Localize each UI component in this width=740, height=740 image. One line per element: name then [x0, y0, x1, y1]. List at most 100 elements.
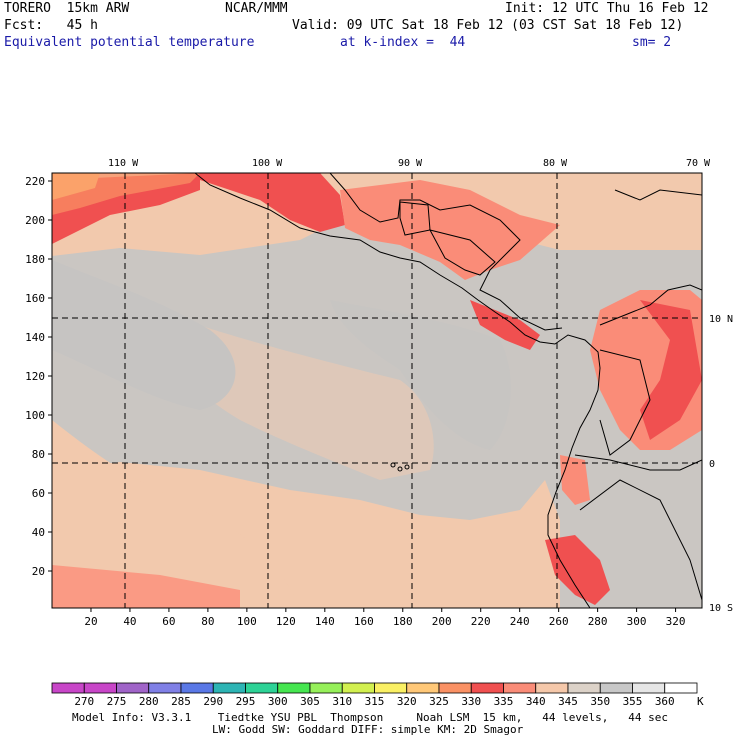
colombia-coastline [599, 284, 702, 326]
lon-label: 80 W [543, 158, 568, 169]
colorbar-label: 290 [203, 695, 223, 708]
lat-label: 10 S [709, 603, 733, 614]
field-red-costa-rica [470, 300, 540, 350]
physics-info: LW: Godd SW: Goddard DIFF: simple KM: 2D… [212, 723, 524, 736]
colorbar-label: 300 [268, 695, 288, 708]
x-tick-label: 100 [237, 615, 257, 628]
y-tick-label: 140 [25, 331, 45, 344]
colorbar-label: 270 [74, 695, 94, 708]
colorbar-swatch [309, 682, 343, 694]
field-grey-east [330, 300, 511, 450]
x-tick-label: 140 [315, 615, 335, 628]
colorbar-swatch [83, 682, 117, 694]
lon-label: 100 W [252, 158, 283, 169]
colorbar-swatch [51, 682, 85, 694]
colorbar-label: 340 [526, 695, 546, 708]
x-tick-label: 160 [354, 615, 374, 628]
x-tick-label: 20 [84, 615, 97, 628]
field-tan-southwest [52, 420, 300, 608]
x-tick-label: 280 [588, 615, 608, 628]
x-tick-label: 220 [471, 615, 491, 628]
y-tick-label: 220 [25, 175, 45, 188]
valid-time: Valid: 09 UTC Sat 18 Feb 12 (03 CST Sat … [292, 18, 684, 33]
colorbar-label: 295 [236, 695, 256, 708]
lat-label: 10 N [709, 314, 733, 325]
y-tick-label: 20 [32, 565, 45, 578]
field-red-colombia [640, 300, 702, 440]
model-info: Model Info: V3.3.1 Tiedtke YSU PBL Thomp… [72, 711, 669, 724]
forecast-hour: Fcst: 45 h [4, 18, 98, 33]
colorbar-label: 330 [461, 695, 481, 708]
pacific-coastline [194, 173, 601, 608]
lat-label: 0 [709, 459, 715, 470]
colorbar-label: 360 [655, 695, 675, 708]
colorbar-swatch [599, 682, 633, 694]
colorbar-unit: K [697, 695, 704, 708]
colorbar-label: 335 [494, 695, 514, 708]
x-tick-label: 60 [162, 615, 175, 628]
x-tick-label: 320 [666, 615, 686, 628]
caribbean-coastline [329, 173, 563, 331]
colorbar-swatch [277, 682, 311, 694]
colorbar-label: 315 [365, 695, 385, 708]
colorbar-label: 345 [558, 695, 578, 708]
y-tick-label: 160 [25, 292, 45, 305]
model-title: TORERO 15km ARW [4, 1, 130, 16]
x-axis: 20 40 60 80 100 120 140 160 180 200 220 240 260 280 30… [84, 608, 686, 628]
colorbar-swatch [503, 682, 537, 694]
field-red-mexico [200, 173, 345, 232]
y-tick-label: 80 [32, 448, 45, 461]
colorbar-swatch [341, 682, 375, 694]
field-name: Equivalent potential temperature [4, 35, 255, 50]
x-tick-label: 80 [201, 615, 214, 628]
colorbar: 270 275 280 285 290 295 300 305 310 315 320 325 330 3… [51, 682, 698, 708]
colorbar-swatch [535, 682, 569, 694]
y-axis: 220 200 180 160 140 120 100 80 60 40 20 [25, 175, 52, 578]
y-tick-label: 100 [25, 409, 45, 422]
lon-labels: 110 W 100 W 90 W 80 W 70 W [108, 158, 711, 169]
smoothing-label: sm= 2 [632, 35, 672, 50]
field-orange-northwest [52, 173, 200, 215]
peru-border [579, 479, 702, 601]
colorbar-swatch [148, 682, 182, 694]
y-tick-label: 120 [25, 370, 45, 383]
colorbar-swatch [212, 682, 246, 694]
coastlines [194, 173, 702, 608]
graticule [52, 173, 702, 608]
init-time: Init: 12 UTC Thu 16 Feb 12 [505, 1, 709, 16]
field-grey-west [52, 260, 236, 410]
map-frame [51, 172, 703, 609]
colorbar-swatch [180, 682, 214, 694]
x-tick-label: 260 [549, 615, 569, 628]
x-tick-label: 180 [393, 615, 413, 628]
y-tick-label: 60 [32, 487, 45, 500]
field-salmon-south [52, 565, 240, 608]
x-tick-label: 120 [276, 615, 296, 628]
colorbar-swatch [664, 682, 698, 694]
y-tick-label: 200 [25, 214, 45, 227]
honduras-border [429, 229, 496, 276]
lat-labels: 10 N 0 10 S [709, 314, 733, 614]
colorbar-swatch [567, 682, 601, 694]
x-tick-label: 240 [510, 615, 530, 628]
field-red-peru [545, 535, 610, 605]
colorbar-label: 310 [332, 695, 352, 708]
colorbar-label: 305 [300, 695, 320, 708]
colorbar-swatch [116, 682, 150, 694]
colorbar-swatch [406, 682, 440, 694]
x-tick-label: 40 [123, 615, 136, 628]
caribbean-islands [614, 189, 702, 201]
temperature-field [52, 173, 702, 608]
colorbar-swatch [374, 682, 408, 694]
galapagos-island-3 [404, 464, 410, 470]
lon-label: 90 W [398, 158, 423, 169]
colorbar-label: 280 [139, 695, 159, 708]
colorbar-swatch [632, 682, 666, 694]
colorbar-label: 320 [397, 695, 417, 708]
colorbar-swatch [470, 682, 504, 694]
colorbar-swatch [245, 682, 279, 694]
ecuador-border [574, 454, 702, 471]
guatemala-border [399, 201, 431, 236]
colorbar-label: 350 [590, 695, 610, 708]
